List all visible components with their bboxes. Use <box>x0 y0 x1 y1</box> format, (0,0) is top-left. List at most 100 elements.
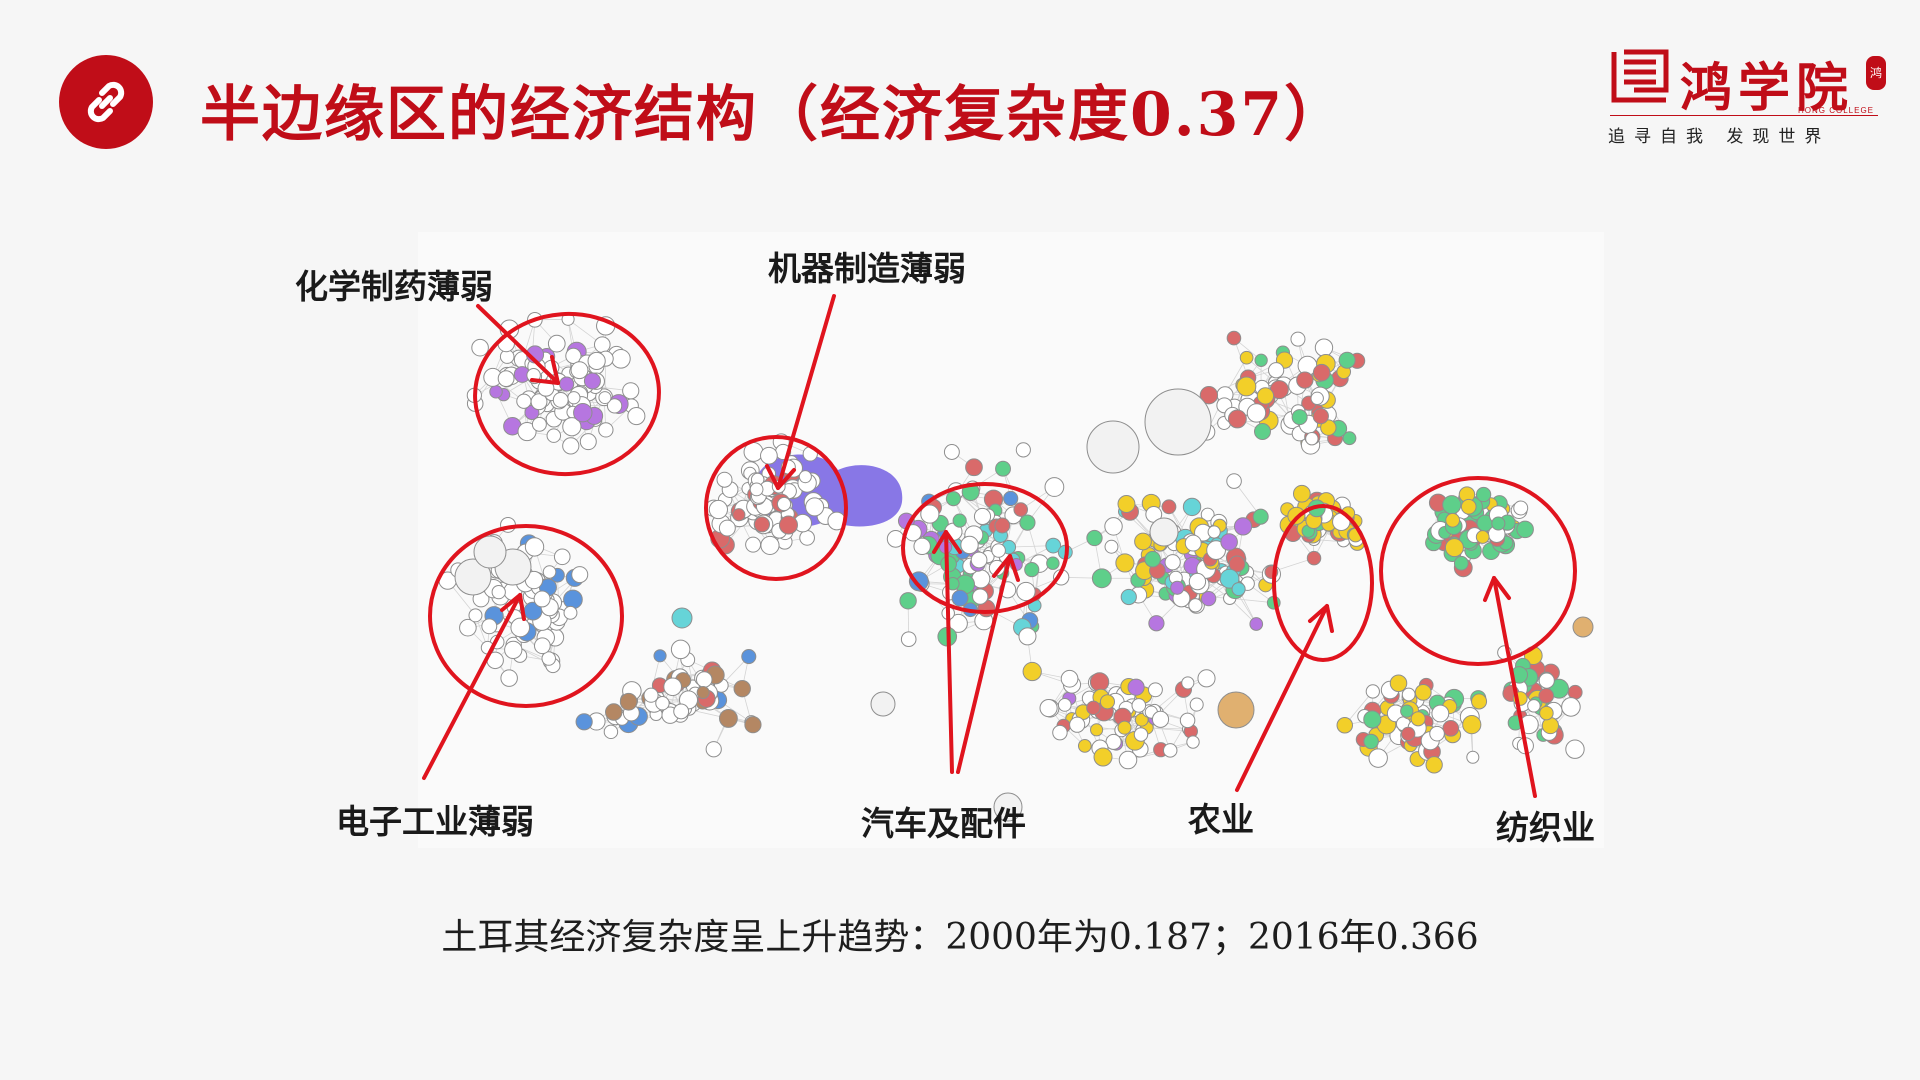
network-node <box>504 640 523 659</box>
network-node <box>1117 720 1132 735</box>
machinery-arrow <box>776 294 836 490</box>
network-node <box>1046 556 1060 570</box>
product-space-network <box>418 232 1604 848</box>
network-node <box>587 351 606 371</box>
network-node <box>1365 684 1380 699</box>
network-node <box>1188 572 1207 591</box>
network-node <box>1207 525 1221 539</box>
network-hub-node <box>1086 420 1140 474</box>
network-node <box>1090 723 1104 737</box>
label-automotive: 汽车及配件 <box>861 804 1026 843</box>
network-node <box>671 607 693 629</box>
network-node <box>1182 497 1202 517</box>
electronics-arrowhead <box>500 593 526 621</box>
network-node <box>1363 710 1382 729</box>
network-node <box>1445 512 1461 528</box>
network-node <box>1052 724 1068 741</box>
network-node <box>1200 507 1215 522</box>
network-node <box>643 687 659 703</box>
network-node <box>552 392 569 408</box>
network-hub-node <box>1144 388 1212 456</box>
automotive-arrow-right <box>956 554 1012 774</box>
automotive-highlight-circle <box>901 482 1069 614</box>
network-node <box>1161 499 1177 515</box>
network-node <box>1475 486 1492 503</box>
label-machinery: 机器制造薄弱 <box>768 249 966 288</box>
network-node <box>1429 725 1445 742</box>
network-node <box>920 504 940 524</box>
network-hub-node <box>1149 517 1179 547</box>
network-node <box>1117 495 1136 513</box>
network-node <box>562 437 580 455</box>
hong-college-logo: 鸿学院 鸿 HONG COLLEGE 追寻自我 发现世界 <box>1600 38 1890 150</box>
network-node <box>1151 710 1170 728</box>
network-node <box>573 402 593 423</box>
network-node <box>598 391 612 405</box>
label-chemical: 化学制药薄弱 <box>295 267 493 306</box>
network-node <box>1189 697 1204 712</box>
network-node <box>570 361 589 380</box>
network-node <box>663 677 682 697</box>
network-node <box>744 716 762 734</box>
network-node <box>1363 733 1379 750</box>
network-node <box>1086 700 1101 716</box>
network-node <box>575 713 593 731</box>
network-node <box>1516 520 1534 539</box>
network-node <box>952 513 967 528</box>
network-node <box>1296 371 1314 389</box>
network-node <box>468 608 483 623</box>
logo-seal-glyph: 鸿 <box>1869 66 1882 80</box>
network-hub-node <box>473 535 507 569</box>
network-node <box>1561 697 1581 717</box>
logo-mark-icon <box>1611 49 1669 103</box>
network-node <box>1206 540 1226 560</box>
network-node <box>991 543 1006 558</box>
network-node <box>531 416 547 432</box>
network-node <box>562 417 582 437</box>
network-node <box>1453 555 1469 571</box>
network-node <box>1233 517 1253 536</box>
network-node <box>565 347 582 365</box>
network-hub-node <box>870 691 896 717</box>
network-node <box>1572 616 1594 638</box>
network-node <box>1444 538 1464 558</box>
network-node <box>1186 735 1200 749</box>
network-node <box>524 537 545 557</box>
network-node <box>1401 687 1416 702</box>
network-node <box>778 515 798 535</box>
network-node <box>1188 598 1203 613</box>
network-node <box>1249 617 1264 631</box>
network-node <box>1310 391 1324 405</box>
network-node <box>705 741 722 758</box>
network-node <box>1565 739 1585 759</box>
network-node <box>1104 517 1123 536</box>
network-node <box>1305 432 1319 446</box>
network-node <box>1338 351 1356 369</box>
network-node <box>1549 678 1570 699</box>
network-node <box>1024 562 1040 578</box>
machinery-arrowhead <box>765 464 796 490</box>
agriculture-highlight-circle <box>1272 504 1374 662</box>
network-node <box>1133 727 1149 742</box>
network-node <box>708 499 729 520</box>
network-node <box>1527 699 1541 713</box>
network-node <box>1086 529 1103 547</box>
network-node <box>1019 514 1036 531</box>
network-node <box>1336 716 1354 734</box>
network-node <box>471 338 489 357</box>
network-hub-node <box>454 558 492 596</box>
network-node <box>1200 590 1217 607</box>
automotive-arrowhead-right <box>992 554 1020 582</box>
network-node <box>1306 550 1322 566</box>
network-node <box>1220 533 1238 551</box>
network-node <box>1252 508 1269 525</box>
network-node <box>1131 698 1147 713</box>
network-node <box>753 516 771 533</box>
electronics-arrow <box>422 593 522 780</box>
network-node <box>1312 363 1331 382</box>
network-node <box>1144 550 1161 568</box>
network-node <box>1442 720 1460 737</box>
network-node <box>563 605 578 620</box>
logo-slogan: 追寻自我 发现世界 <box>1608 127 1831 147</box>
network-node <box>1093 747 1113 767</box>
